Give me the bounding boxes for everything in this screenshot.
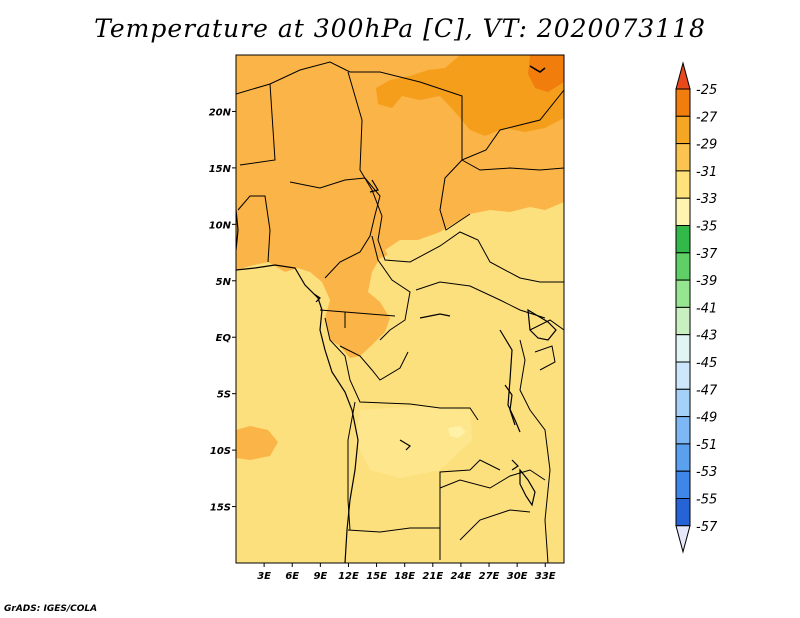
- colorbar-swatch: [675, 88, 691, 117]
- colorbar-label: -37: [696, 247, 718, 262]
- colorbar-label: -45: [696, 356, 717, 371]
- colorbar-label: -29: [696, 138, 717, 153]
- grads-credit: GrADS: IGES/COLA: [4, 604, 98, 614]
- colorbar-swatch: [675, 143, 691, 172]
- colorbar-swatch: [675, 170, 691, 199]
- x-tick-label: 12E: [338, 571, 359, 582]
- band-minus27-29: [376, 55, 564, 136]
- colorbar-swatch: [675, 498, 691, 527]
- colorbar-label: -43: [696, 329, 717, 344]
- y-tick-label: 10N: [209, 220, 232, 231]
- colorbar-swatch: [675, 252, 691, 281]
- x-tick-label: 18E: [394, 571, 415, 582]
- x-tick-label: 9E: [313, 571, 327, 582]
- colorbar-label: -25: [696, 83, 717, 98]
- colorbar-label: -47: [696, 383, 718, 398]
- country-borders: [236, 61, 564, 563]
- colorbar-label: -51: [696, 438, 717, 453]
- band-lighter-patch: [355, 406, 472, 478]
- colorbar-swatch: [675, 416, 691, 445]
- x-tick-label: 24E: [451, 571, 472, 582]
- x-tick-label: 33E: [535, 571, 556, 582]
- plot-title: Temperature at 300hPa [C], VT: 202007311…: [94, 14, 706, 43]
- y-tick-label: 15S: [210, 503, 231, 514]
- colorbar-label: -31: [696, 165, 717, 180]
- y-axis-ticks: 20N 15N 10N 5N EQ 5S 10S 15S: [209, 107, 236, 514]
- colorbar-label: -33: [696, 192, 717, 207]
- colorbar: -25 -27 -29 -31 -33 -35 -37 -39 -41 -43 -45 -47 -49 -…: [675, 61, 718, 554]
- y-tick-label: 15N: [209, 164, 232, 175]
- coastlines: [236, 65, 557, 563]
- colorbar-swatch: [675, 361, 691, 390]
- colorbar-swatch: [675, 334, 691, 363]
- y-tick-label: 20N: [209, 107, 232, 118]
- colorbar-label: -53: [696, 465, 717, 480]
- colorbar-label: -55: [696, 493, 717, 508]
- colorbar-label: -35: [696, 220, 717, 235]
- x-tick-label: 27E: [479, 571, 500, 582]
- colorbar-max-triangle: [675, 61, 691, 90]
- x-axis-ticks: 3E 6E 9E 12E 15E 18E 21E 24E 27E 30E 33E: [257, 563, 556, 582]
- x-tick-label: 21E: [422, 571, 443, 582]
- colorbar-label: -41: [696, 301, 717, 316]
- colorbar-label: -57: [696, 520, 718, 535]
- x-tick-label: 6E: [285, 571, 299, 582]
- colorbar-swatch: [675, 225, 691, 254]
- colorbar-swatch: [675, 306, 691, 336]
- y-tick-label: EQ: [216, 333, 232, 344]
- colorbar-label: -39: [696, 274, 717, 289]
- band-minus33-35: [448, 426, 466, 438]
- band-minus29-31-sw: [236, 426, 278, 460]
- y-tick-label: 5S: [217, 390, 231, 401]
- colorbar-swatch: [675, 197, 691, 226]
- band-minus25-27: [528, 55, 564, 92]
- colorbar-swatch: [675, 388, 691, 418]
- colorbar-swatch: [675, 443, 691, 472]
- colorbar-swatch: [675, 279, 691, 308]
- colorbar-label: -27: [696, 110, 718, 125]
- y-tick-label: 10S: [210, 446, 231, 457]
- x-tick-label: 30E: [507, 571, 528, 582]
- colorbar-min-triangle: [675, 525, 691, 554]
- colorbar-label: -49: [696, 411, 717, 426]
- x-tick-label: 15E: [366, 571, 387, 582]
- map-frame: [235, 54, 565, 564]
- colorbar-swatch: [675, 470, 691, 500]
- colorbar-swatch: [675, 115, 691, 145]
- temperature-field: [236, 55, 564, 563]
- band-cool-center: [385, 216, 478, 262]
- x-tick-label: 3E: [257, 571, 271, 582]
- y-tick-label: 5N: [216, 277, 232, 288]
